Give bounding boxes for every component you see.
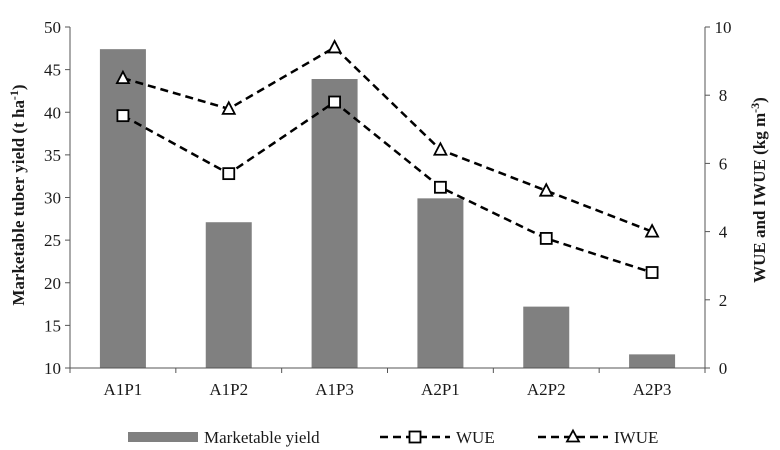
y-right-tick-label-6: 6 xyxy=(719,154,728,173)
legend-bar-swatch xyxy=(128,432,198,442)
x-tick-label-a1p2: A1P2 xyxy=(209,380,248,399)
x-tick-label-a1p3: A1P3 xyxy=(315,380,354,399)
iwue-point-a1p3 xyxy=(327,39,343,54)
y-right-tick-label-8: 8 xyxy=(719,86,728,105)
bar-a2p1 xyxy=(417,198,464,368)
y-left-tick-label-50: 50 xyxy=(44,18,61,37)
wue-point-a2p2 xyxy=(539,232,553,245)
y-right-tick-label-4: 4 xyxy=(719,223,728,242)
wue-point-a2p3 xyxy=(645,266,659,279)
iwue-point-a1p1 xyxy=(115,69,131,85)
y-right-tick-label-10: 10 xyxy=(715,18,732,37)
lines-layer xyxy=(115,39,660,279)
wue-point-a2p1 xyxy=(434,180,447,194)
y-left-tick-label-45: 45 xyxy=(44,61,61,80)
wue-point-a1p1 xyxy=(116,109,130,123)
y-left-tick-label-30: 30 xyxy=(44,189,61,208)
bar-a2p3 xyxy=(629,354,676,368)
y-axis-right-title: WUE and IWUE (kg m-3) xyxy=(748,97,769,283)
y-left-tick-label-20: 20 xyxy=(44,274,61,293)
y-left-tick-label-35: 35 xyxy=(44,146,61,165)
legend: Marketable yield WUE IWUE xyxy=(128,428,658,447)
y-right-tick-label-0: 0 xyxy=(719,359,728,378)
bar-a1p1 xyxy=(99,49,146,368)
legend-label-marketable-yield: Marketable yield xyxy=(204,428,320,447)
y-left-tick-label-15: 15 xyxy=(44,316,61,335)
y-left-tick-label-25: 25 xyxy=(44,231,61,250)
iwue-point-a1p2 xyxy=(221,100,237,115)
iwue-line xyxy=(122,45,653,233)
x-tick-label-a2p3: A2P3 xyxy=(633,380,672,399)
legend-label-iwue: IWUE xyxy=(614,428,658,447)
iwue-point-a2p2 xyxy=(538,182,554,197)
wue-line xyxy=(122,100,653,274)
y-right-tick-label-2: 2 xyxy=(719,291,728,310)
legend-label-wue: WUE xyxy=(456,428,495,447)
axes-layer: 10 15 20 25 30 35 40 45 50 0 2 4 6 8 10 A1P1 A1P2 A1P3 A2P… xyxy=(44,18,732,399)
bar-a1p3 xyxy=(311,79,358,368)
x-tick-label-a1p1: A1P1 xyxy=(104,380,143,399)
legend-wue-marker xyxy=(408,430,422,444)
x-tick-label-a2p1: A2P1 xyxy=(421,380,460,399)
iwue-point-a2p3 xyxy=(644,223,660,238)
bars-layer xyxy=(99,49,676,368)
y-left-tick-label-40: 40 xyxy=(44,103,61,122)
bar-a1p2 xyxy=(205,222,252,368)
iwue-point-a2p1 xyxy=(432,141,448,156)
bar-a2p2 xyxy=(523,306,570,368)
wue-point-a1p2 xyxy=(222,167,236,181)
x-tick-label-a2p2: A2P2 xyxy=(527,380,566,399)
y-left-tick-label-10: 10 xyxy=(44,359,61,378)
wue-point-a1p3 xyxy=(328,95,341,109)
y-axis-left-title: Marketable tuber yield (t ha-1) xyxy=(7,84,28,305)
legend-iwue-marker xyxy=(565,428,581,443)
